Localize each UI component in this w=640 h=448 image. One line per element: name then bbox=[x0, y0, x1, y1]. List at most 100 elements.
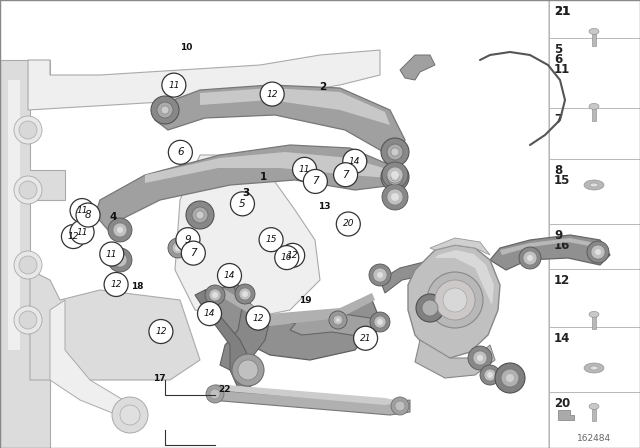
Text: 6: 6 bbox=[177, 147, 184, 157]
Circle shape bbox=[427, 272, 483, 328]
Polygon shape bbox=[380, 258, 492, 293]
Circle shape bbox=[196, 211, 204, 219]
Circle shape bbox=[209, 289, 221, 301]
Circle shape bbox=[333, 315, 343, 325]
Circle shape bbox=[242, 291, 248, 297]
Polygon shape bbox=[30, 270, 200, 380]
Circle shape bbox=[176, 228, 200, 252]
Circle shape bbox=[387, 144, 403, 160]
Circle shape bbox=[395, 401, 405, 411]
Circle shape bbox=[260, 82, 284, 106]
Polygon shape bbox=[0, 60, 65, 448]
Circle shape bbox=[275, 246, 299, 270]
Circle shape bbox=[246, 306, 270, 330]
Text: 14: 14 bbox=[554, 332, 570, 345]
Circle shape bbox=[480, 365, 500, 385]
Text: 12: 12 bbox=[155, 327, 166, 336]
Text: 15: 15 bbox=[554, 174, 570, 187]
Circle shape bbox=[19, 256, 37, 274]
Circle shape bbox=[172, 242, 184, 254]
Text: 162484: 162484 bbox=[577, 434, 611, 443]
Text: 20: 20 bbox=[554, 397, 570, 410]
Polygon shape bbox=[558, 410, 574, 420]
Circle shape bbox=[117, 227, 123, 233]
Circle shape bbox=[206, 385, 224, 403]
Text: 9: 9 bbox=[184, 235, 191, 245]
Text: 9: 9 bbox=[554, 229, 563, 242]
Circle shape bbox=[19, 311, 37, 329]
Text: 10: 10 bbox=[180, 43, 193, 52]
Circle shape bbox=[422, 300, 438, 316]
Circle shape bbox=[161, 106, 169, 114]
Text: 15: 15 bbox=[266, 235, 277, 244]
Circle shape bbox=[353, 326, 378, 350]
Text: 7: 7 bbox=[554, 112, 562, 125]
Circle shape bbox=[443, 288, 467, 312]
Text: 7: 7 bbox=[190, 248, 196, 258]
Text: 4: 4 bbox=[109, 212, 117, 222]
Text: 14: 14 bbox=[224, 271, 236, 280]
Bar bbox=[0, 0, 548, 448]
Circle shape bbox=[473, 351, 487, 365]
Text: 5: 5 bbox=[554, 43, 563, 56]
Text: 12: 12 bbox=[554, 274, 570, 287]
Text: 14: 14 bbox=[204, 309, 215, 318]
Circle shape bbox=[108, 248, 132, 272]
Text: 11: 11 bbox=[554, 63, 570, 76]
Circle shape bbox=[391, 171, 399, 179]
Ellipse shape bbox=[589, 311, 599, 317]
Bar bbox=[549, 392, 640, 448]
Polygon shape bbox=[415, 340, 495, 378]
Circle shape bbox=[369, 264, 391, 286]
Circle shape bbox=[151, 96, 179, 124]
Circle shape bbox=[235, 284, 255, 304]
Ellipse shape bbox=[589, 403, 599, 409]
Bar bbox=[592, 107, 596, 121]
Bar bbox=[549, 38, 640, 108]
Circle shape bbox=[595, 249, 601, 255]
Circle shape bbox=[487, 372, 493, 378]
Circle shape bbox=[210, 389, 220, 399]
Circle shape bbox=[468, 346, 492, 370]
Circle shape bbox=[281, 243, 305, 267]
Polygon shape bbox=[95, 145, 395, 230]
Circle shape bbox=[70, 220, 94, 244]
Circle shape bbox=[198, 302, 221, 326]
Circle shape bbox=[591, 245, 605, 259]
Bar bbox=[549, 327, 640, 392]
Circle shape bbox=[527, 255, 533, 261]
Bar bbox=[549, 0, 640, 38]
Circle shape bbox=[14, 251, 42, 279]
Text: 1: 1 bbox=[260, 172, 267, 182]
Circle shape bbox=[377, 272, 383, 278]
Circle shape bbox=[303, 169, 327, 194]
Polygon shape bbox=[290, 312, 380, 338]
Circle shape bbox=[186, 201, 214, 229]
Polygon shape bbox=[490, 235, 610, 270]
Text: 19: 19 bbox=[299, 296, 312, 305]
Circle shape bbox=[381, 138, 409, 166]
Polygon shape bbox=[220, 282, 270, 370]
Circle shape bbox=[373, 268, 387, 282]
Circle shape bbox=[391, 397, 409, 415]
Circle shape bbox=[391, 193, 399, 201]
Circle shape bbox=[19, 181, 37, 199]
Text: 16: 16 bbox=[281, 253, 292, 262]
Text: 11: 11 bbox=[299, 165, 310, 174]
Circle shape bbox=[108, 218, 132, 242]
Circle shape bbox=[374, 316, 386, 328]
Text: 5: 5 bbox=[239, 199, 246, 209]
Circle shape bbox=[382, 184, 408, 210]
Polygon shape bbox=[215, 384, 405, 405]
Circle shape bbox=[377, 319, 383, 325]
Circle shape bbox=[218, 263, 241, 288]
Circle shape bbox=[14, 176, 42, 204]
Circle shape bbox=[19, 121, 37, 139]
Text: 11: 11 bbox=[76, 228, 88, 237]
Circle shape bbox=[382, 162, 408, 188]
Circle shape bbox=[387, 189, 403, 205]
Text: 12: 12 bbox=[68, 232, 79, 241]
Polygon shape bbox=[420, 250, 494, 305]
Circle shape bbox=[336, 212, 360, 236]
Text: 18: 18 bbox=[131, 282, 144, 291]
